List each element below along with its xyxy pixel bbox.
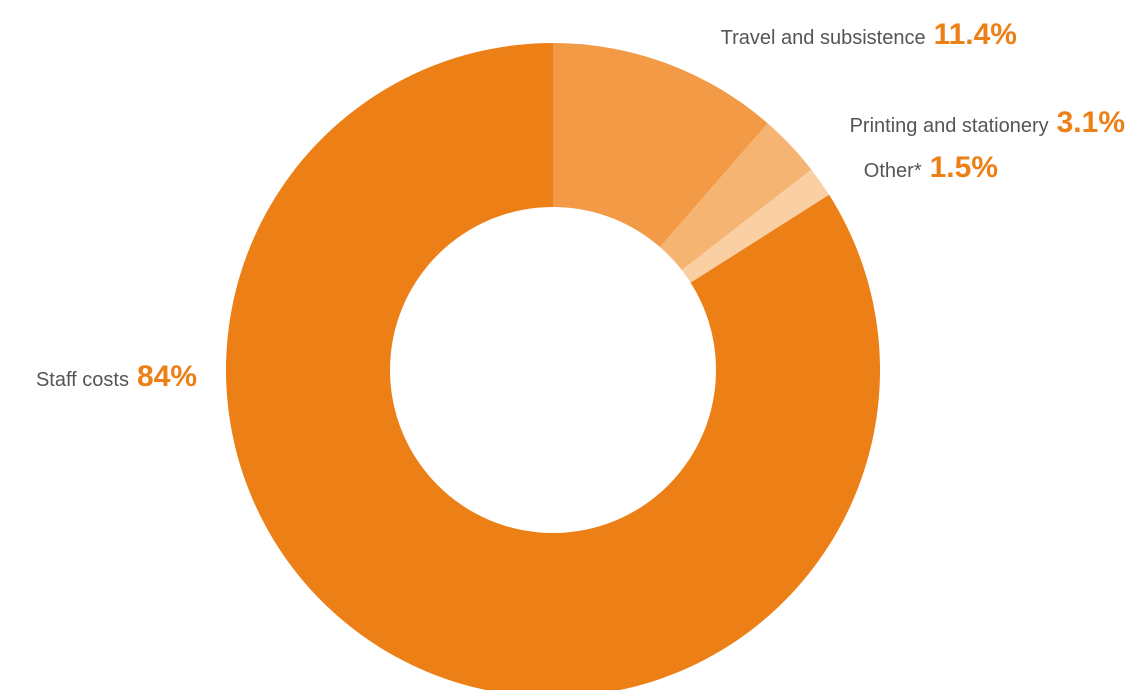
donut-hole [390, 207, 716, 533]
slice-label-value: 3.1% [1057, 106, 1125, 139]
slice-label-travel-and-subsistence: Travel and subsistence 11.4% [721, 18, 1017, 51]
slice-label-name: Printing and stationery [850, 115, 1049, 137]
slice-label-other: Other* 1.5% [864, 151, 998, 184]
slice-label-value: 1.5% [930, 151, 998, 184]
slice-label-name: Travel and subsistence [721, 27, 926, 49]
slice-label-value: 11.4% [934, 18, 1017, 51]
slice-label-value: 84% [137, 360, 197, 393]
slice-label-staff-costs: Staff costs 84% [36, 360, 197, 393]
slice-label-name: Staff costs [36, 369, 129, 391]
slice-label-name: Other* [864, 160, 922, 182]
slice-label-printing-and-stationery: Printing and stationery 3.1% [850, 106, 1125, 139]
